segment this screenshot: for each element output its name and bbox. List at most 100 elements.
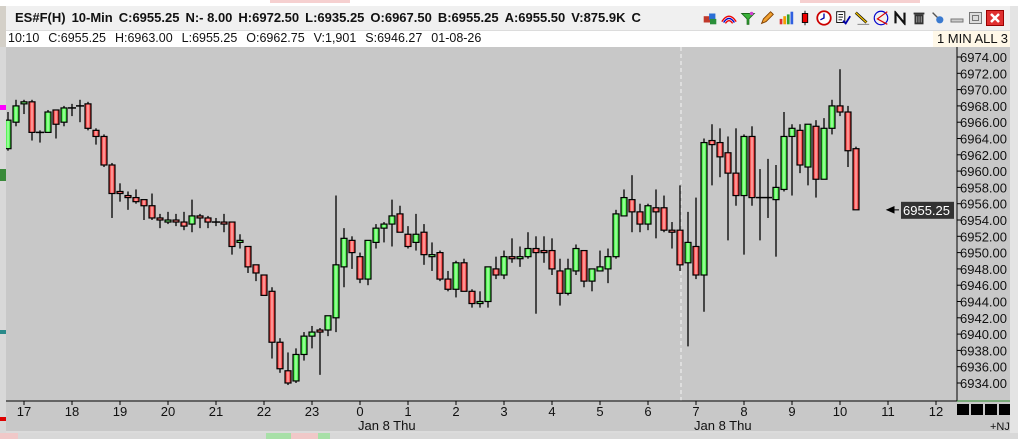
candle	[644, 203, 652, 231]
candle-body-down	[84, 103, 92, 129]
candle	[308, 325, 316, 349]
checklist-icon[interactable]	[833, 8, 852, 28]
quote-field: C:6955.25	[118, 10, 180, 25]
candle-body-down	[196, 215, 204, 219]
quote-field: O:6967.50	[370, 10, 432, 25]
candle-body-down	[100, 135, 108, 166]
candle	[716, 128, 724, 178]
layout-box-button[interactable]	[971, 404, 983, 415]
candle-body-down	[204, 217, 212, 223]
cubes-icon[interactable]	[700, 8, 719, 28]
candle-body-up	[788, 127, 796, 138]
candle	[156, 213, 164, 229]
close-button[interactable]	[985, 8, 1004, 28]
candle	[548, 238, 556, 276]
candle	[852, 146, 860, 211]
candle	[252, 264, 260, 282]
candle-body-up	[412, 233, 420, 244]
candle	[500, 250, 508, 280]
price-tick-label: 6942.00	[960, 311, 1007, 326]
price-tick-label: 6966.00	[960, 115, 1007, 130]
layout-box-button[interactable]	[999, 404, 1010, 415]
candle	[684, 211, 692, 347]
candle-body-down	[540, 249, 548, 254]
candle-body-up	[300, 335, 308, 356]
layout-box-button[interactable]	[985, 404, 997, 415]
candle	[84, 101, 92, 131]
quote-field: B:6955.25	[437, 10, 499, 25]
candle	[324, 315, 332, 337]
quote-field: 10-Min	[71, 10, 113, 25]
candle-body-down	[260, 274, 268, 296]
candle-body-down	[316, 329, 324, 333]
candle-icon[interactable]	[795, 8, 814, 28]
candle	[92, 128, 100, 145]
minimize-button[interactable]	[947, 8, 966, 28]
candle-body-up	[428, 254, 436, 258]
left-edge-strip	[0, 47, 6, 439]
price-tick-label: 6960.00	[960, 164, 1007, 179]
candle	[724, 136, 732, 241]
candle	[476, 291, 484, 308]
quote-field: N:- 8.00	[185, 10, 233, 25]
candle-body-down	[636, 211, 644, 225]
session-mode-label[interactable]: 1 MIN ALL 3	[932, 31, 1010, 47]
candle	[340, 228, 348, 288]
candle-body-up	[332, 264, 340, 319]
time-tick-label: 19	[113, 404, 127, 419]
time-tick-label: 21	[209, 404, 223, 419]
candle-body-down	[124, 194, 132, 199]
candle	[172, 213, 180, 227]
candle	[276, 338, 284, 373]
time-tick-label: 18	[65, 404, 79, 419]
candle-body-down	[220, 221, 228, 225]
price-tick-label: 6938.00	[960, 343, 1007, 358]
clock-icon[interactable]	[814, 8, 833, 28]
candle-body-down	[420, 231, 428, 256]
candle	[284, 352, 292, 386]
date-label: Jan 8 Thu	[694, 418, 752, 433]
candle	[140, 199, 148, 220]
price-tick-label: 6946.00	[960, 278, 1007, 293]
candle	[820, 118, 828, 180]
restore-button[interactable]	[966, 8, 985, 28]
n-icon[interactable]	[890, 8, 909, 28]
candle-body-up	[324, 315, 332, 331]
pencil-icon[interactable]	[757, 8, 776, 28]
rainbow-icon[interactable]	[719, 8, 738, 28]
candle	[412, 213, 420, 251]
candle	[468, 289, 476, 308]
bar-chart-icon[interactable]	[776, 8, 795, 28]
price-tick-label: 6940.00	[960, 327, 1007, 342]
candle-body-up	[572, 247, 580, 272]
draw-line-icon[interactable]	[852, 8, 871, 28]
price-tick-label: 6972.00	[960, 66, 1007, 81]
candle	[748, 126, 756, 206]
candle	[540, 236, 548, 263]
candle-body-down	[284, 370, 292, 384]
candle-body-up	[772, 186, 780, 201]
candle-body-down	[580, 249, 588, 282]
price-tick-label: 6952.00	[960, 229, 1007, 244]
candle-body-down	[836, 105, 844, 113]
candle-body-down	[28, 101, 36, 133]
candle	[204, 215, 212, 229]
time-tick-label: 12	[929, 404, 943, 419]
trash-icon[interactable]	[909, 8, 928, 28]
candle-body-down	[436, 252, 444, 280]
candle	[300, 332, 308, 361]
layout-box-button[interactable]	[957, 404, 969, 415]
angle-icon[interactable]	[871, 8, 890, 28]
time-tick-label: 8	[740, 404, 747, 419]
candle-body-down	[268, 290, 276, 343]
candle	[132, 189, 140, 204]
candle	[588, 268, 596, 292]
bar-info-field: V:1,901	[313, 31, 357, 45]
candle-body-up	[564, 268, 572, 294]
bar-info-field: S:6946.27	[365, 31, 423, 45]
pin-icon[interactable]	[928, 8, 947, 28]
quote-field: H:6972.50	[238, 10, 300, 25]
funnel-icon[interactable]	[738, 8, 757, 28]
candle-body-up	[452, 262, 460, 290]
